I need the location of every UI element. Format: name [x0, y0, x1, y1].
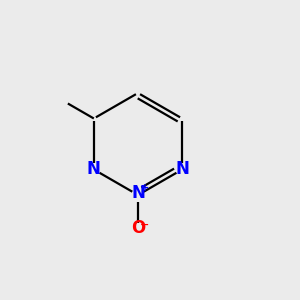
Text: +: + — [140, 183, 149, 194]
Text: N: N — [131, 184, 145, 202]
Text: O: O — [131, 219, 145, 237]
Text: −: − — [140, 219, 149, 230]
Text: N: N — [87, 160, 101, 178]
Text: N: N — [175, 160, 189, 178]
